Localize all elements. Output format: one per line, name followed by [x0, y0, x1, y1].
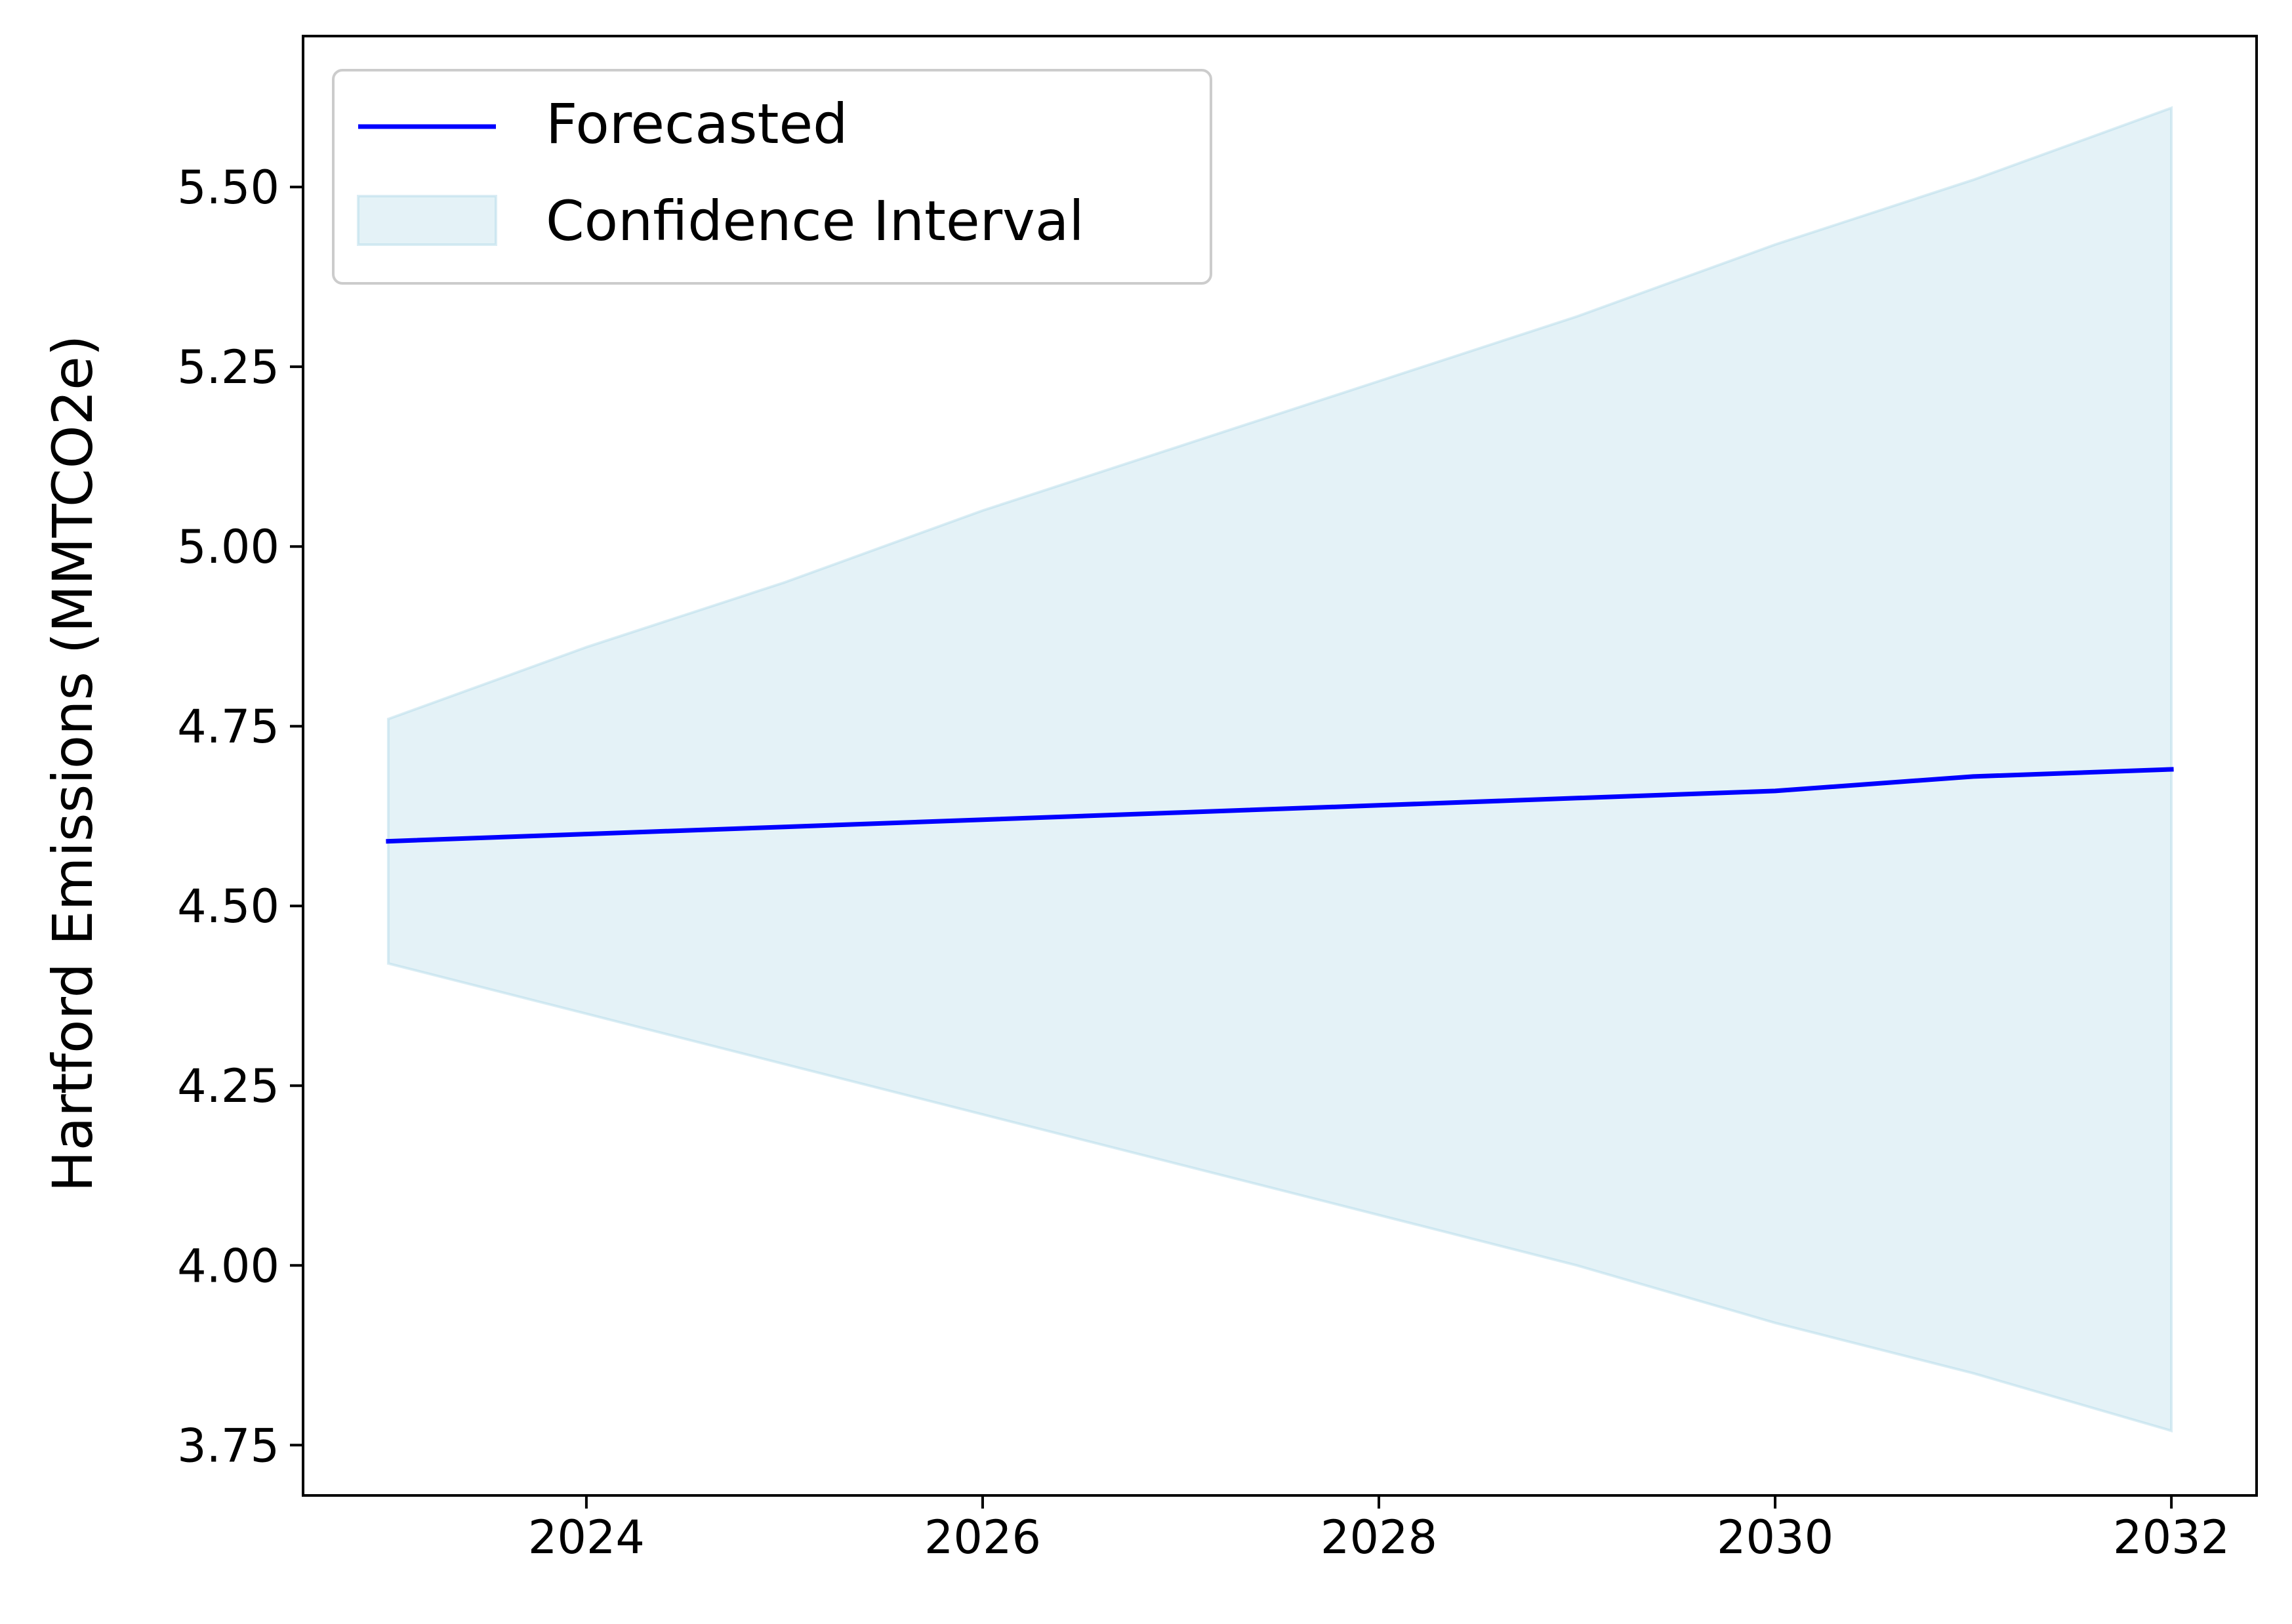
legend-ci-label: Confidence Interval — [546, 189, 1084, 253]
y-tick-label: 5.25 — [177, 340, 279, 394]
legend-ci-swatch — [357, 195, 497, 246]
legend: Forecasted Confidence Interval — [332, 69, 1212, 285]
y-tick-label: 5.50 — [177, 161, 279, 214]
legend-box — [332, 69, 1212, 285]
legend-forecast-label: Forecasted — [546, 92, 848, 156]
y-tick-label: 3.75 — [177, 1419, 279, 1472]
x-tick-label: 2028 — [1320, 1511, 1437, 1564]
x-tick-label: 2030 — [1717, 1511, 1833, 1564]
x-tick-label: 2024 — [528, 1511, 645, 1564]
axes-frame — [302, 35, 2258, 1497]
y-axis-label: Hartford Emissions (MMTCO2e) — [41, 335, 105, 1192]
y-tick-label: 4.75 — [177, 700, 279, 754]
forecast-line — [386, 767, 2174, 844]
y-tick-label: 4.00 — [177, 1239, 279, 1293]
confidence-interval-band — [386, 106, 2173, 1433]
y-tick-label: 4.50 — [177, 880, 279, 933]
plot-area — [386, 106, 2174, 1433]
y-tick-label: 4.25 — [177, 1059, 279, 1113]
x-tick-label: 2026 — [924, 1511, 1041, 1564]
x-tick-label: 2032 — [2113, 1511, 2230, 1564]
y-tick-label: 5.00 — [177, 520, 279, 574]
axes: 2024 2026 2028 2030 2032 3.75 4.00 4.25 4.50 4.75… — [177, 35, 2258, 1564]
